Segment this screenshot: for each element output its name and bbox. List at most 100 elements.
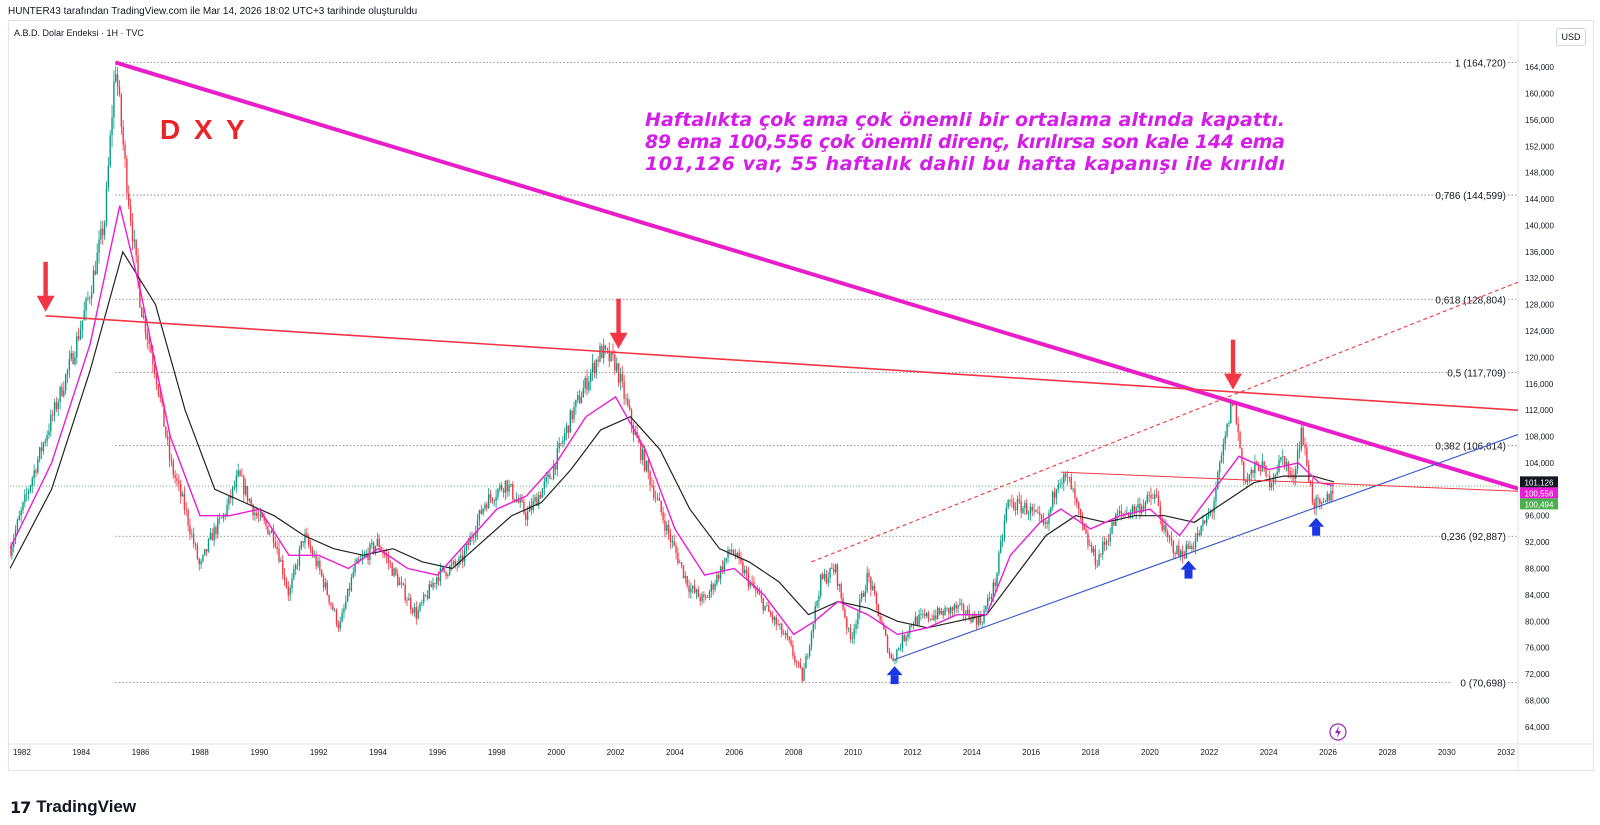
- candle-body: [198, 559, 200, 565]
- candle-body: [66, 369, 69, 375]
- candle-body: [469, 536, 471, 546]
- candle-body: [1109, 533, 1111, 542]
- candle-body: [903, 635, 905, 641]
- candle-body: [1165, 524, 1167, 533]
- candle-body: [74, 357, 76, 364]
- candle-body: [1038, 512, 1041, 515]
- candle-body: [649, 471, 651, 485]
- candle-body: [261, 513, 264, 518]
- candle-body: [675, 545, 677, 553]
- candle-body: [508, 485, 510, 492]
- candle-body: [786, 632, 789, 637]
- candle-body: [586, 377, 588, 390]
- candle-body: [790, 640, 792, 646]
- candle-body: [851, 637, 854, 639]
- price-badge-label: 100,556: [1525, 489, 1554, 498]
- candle-body: [1037, 511, 1039, 513]
- candle-body: [400, 582, 403, 584]
- candle-body: [189, 525, 191, 535]
- candle-body: [278, 548, 280, 562]
- candle-body: [142, 315, 145, 318]
- candle-body: [181, 493, 184, 497]
- candle-body: [1050, 507, 1052, 513]
- candle-body: [591, 362, 594, 373]
- candle-body: [226, 504, 228, 516]
- candle-body: [1254, 461, 1256, 474]
- candle-body: [350, 577, 353, 591]
- tradingview-logo[interactable]: 17 TradingView: [10, 796, 136, 818]
- candle-body: [966, 609, 969, 616]
- candle-body: [1148, 494, 1150, 496]
- candle-body: [897, 648, 900, 650]
- candle-body: [712, 584, 714, 590]
- y-tick-label: 88,000: [1525, 564, 1550, 573]
- ema-slow-line: [10, 250, 1335, 629]
- candle-body: [846, 617, 848, 629]
- candle-body: [61, 386, 63, 396]
- candle-body: [647, 460, 649, 472]
- y-tick-label: 144,000: [1525, 195, 1554, 204]
- candle-body: [710, 584, 713, 593]
- candle-body: [1081, 514, 1084, 524]
- candle-body: [1252, 469, 1254, 474]
- candle-body: [736, 552, 738, 558]
- candle-body: [495, 496, 497, 501]
- candle-body: [1272, 477, 1275, 484]
- x-tick-label: 1996: [429, 748, 447, 757]
- currency-button[interactable]: USD: [1556, 28, 1586, 46]
- candle-body: [1274, 475, 1277, 478]
- candle-body: [571, 410, 573, 420]
- candle-body: [372, 542, 375, 552]
- candle-body: [725, 558, 727, 562]
- candle-body: [1243, 461, 1245, 481]
- candle-body: [296, 565, 299, 566]
- candle-body: [1074, 488, 1076, 498]
- candle-body: [437, 577, 440, 582]
- candle-body: [992, 582, 995, 597]
- candle-body: [309, 545, 312, 550]
- candle-body: [1092, 548, 1095, 553]
- candle-body: [157, 384, 160, 396]
- x-tick-label: 2014: [963, 748, 981, 757]
- candle-body: [634, 431, 636, 435]
- candle-body: [218, 518, 221, 519]
- symbol-label[interactable]: A.B.D. Dolar Endeksi · 1H · TVC: [14, 28, 144, 38]
- candle-body: [771, 615, 774, 621]
- candle-body: [113, 81, 115, 118]
- candle-body: [1207, 513, 1210, 517]
- candle-body: [1172, 541, 1174, 554]
- candle-body: [1300, 427, 1302, 449]
- arrow-down-shaft: [616, 298, 621, 337]
- candle-body: [354, 563, 356, 573]
- fib-level-label: 0,5 (117,709): [1447, 368, 1506, 379]
- candle-body: [1263, 461, 1265, 467]
- candle-body: [202, 554, 204, 561]
- candle-body: [200, 560, 202, 565]
- candle-body: [1024, 503, 1026, 509]
- candle-body: [660, 500, 662, 513]
- candle-body: [552, 465, 555, 479]
- candle-body: [814, 606, 816, 624]
- candle-body: [463, 550, 466, 562]
- candle-body: [1183, 557, 1186, 559]
- candle-body: [1137, 503, 1139, 508]
- lightning-icon: [1329, 723, 1347, 741]
- candle-body: [1205, 516, 1208, 524]
- candle-body: [599, 345, 601, 362]
- candle-body: [148, 339, 150, 345]
- candle-body: [207, 538, 210, 552]
- candle-body: [998, 552, 1000, 574]
- candle-body: [526, 511, 529, 520]
- x-tick-label: 1992: [310, 748, 328, 757]
- candle-body: [751, 581, 753, 583]
- candle-body: [714, 584, 716, 590]
- y-tick-label: 136,000: [1525, 248, 1554, 257]
- candle-body: [1328, 493, 1330, 501]
- candle-body: [1170, 538, 1173, 542]
- arrow-up-icon: [1180, 560, 1197, 579]
- candle-body: [979, 616, 982, 624]
- candle-body: [53, 402, 56, 416]
- candle-body: [450, 564, 453, 567]
- candle-body: [413, 607, 416, 613]
